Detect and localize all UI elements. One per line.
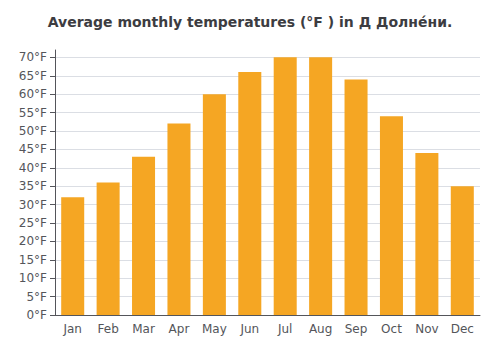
svg-text:May: May — [202, 322, 227, 336]
svg-text:0°F: 0°F — [26, 308, 47, 322]
svg-text:Feb: Feb — [98, 322, 119, 336]
svg-text:Jul: Jul — [277, 322, 292, 336]
svg-text:25°F: 25°F — [19, 216, 47, 230]
svg-text:Jan: Jan — [62, 322, 82, 336]
svg-text:10°F: 10°F — [19, 271, 47, 285]
svg-text:45°F: 45°F — [19, 142, 47, 156]
svg-text:35°F: 35°F — [19, 179, 47, 193]
svg-text:Jun: Jun — [239, 322, 259, 336]
svg-text:5°F: 5°F — [26, 290, 47, 304]
svg-text:60°F: 60°F — [19, 87, 47, 101]
svg-text:Mar: Mar — [132, 322, 155, 336]
svg-text:20°F: 20°F — [19, 234, 47, 248]
svg-text:65°F: 65°F — [19, 69, 47, 83]
svg-text:Aug: Aug — [309, 322, 332, 336]
svg-text:Average monthly temperatures (: Average monthly temperatures (°F ) in Д … — [48, 14, 453, 30]
svg-text:70°F: 70°F — [19, 50, 47, 64]
svg-text:Sep: Sep — [345, 322, 368, 336]
svg-text:Apr: Apr — [169, 322, 190, 336]
svg-text:Nov: Nov — [415, 322, 438, 336]
svg-text:Dec: Dec — [451, 322, 474, 336]
svg-text:40°F: 40°F — [19, 161, 47, 175]
svg-text:55°F: 55°F — [19, 106, 47, 120]
svg-text:15°F: 15°F — [19, 253, 47, 267]
svg-text:Oct: Oct — [381, 322, 402, 336]
svg-text:50°F: 50°F — [19, 124, 47, 138]
svg-text:30°F: 30°F — [19, 198, 47, 212]
